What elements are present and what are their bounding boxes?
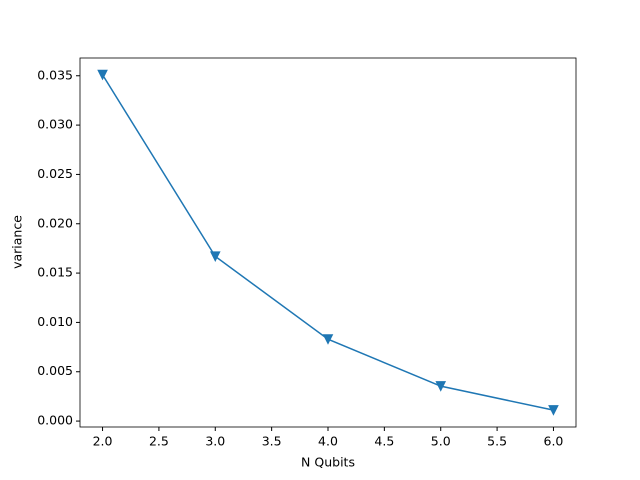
x-tick-label: 3.0 — [205, 434, 225, 449]
y-tick-label: 0.000 — [37, 413, 73, 428]
y-tick-label: 0.035 — [37, 67, 73, 82]
x-tick-label: 4.0 — [318, 434, 338, 449]
marker — [97, 69, 108, 81]
y-tick-label: 0.010 — [37, 314, 73, 329]
y-axis-label: variance — [10, 215, 25, 269]
x-tick-label: 4.5 — [374, 434, 394, 449]
marker — [548, 405, 559, 416]
y-tick-label: 0.030 — [37, 117, 73, 132]
marker — [209, 251, 221, 263]
marker — [435, 381, 447, 392]
x-tick-label: 3.5 — [262, 434, 282, 449]
plot-frame — [79, 57, 577, 428]
y-tick-label: 0.020 — [37, 215, 73, 230]
x-tick-label: 5.0 — [431, 434, 451, 449]
y-tick-label: 0.025 — [37, 166, 73, 181]
x-axis-label: N Qubits — [301, 455, 355, 470]
y-tick-label: 0.015 — [37, 265, 73, 280]
x-tick-label: 5.5 — [487, 434, 507, 449]
x-tick-label: 2.5 — [149, 434, 169, 449]
y-tick-label: 0.005 — [37, 363, 73, 378]
marker — [322, 334, 334, 345]
x-tick-label: 6.0 — [544, 434, 564, 449]
x-tick-label: 2.0 — [93, 434, 113, 449]
